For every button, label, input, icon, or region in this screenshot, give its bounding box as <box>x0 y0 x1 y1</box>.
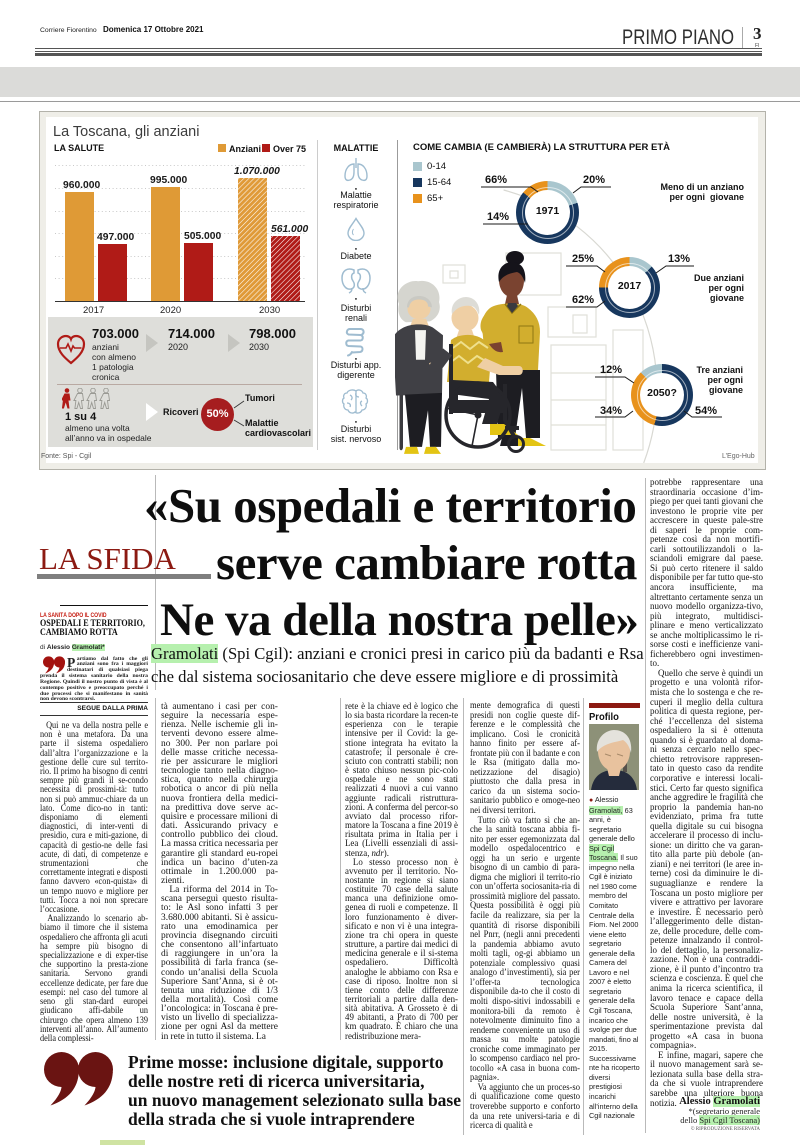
svg-text:2030: 2030 <box>259 305 280 316</box>
svg-text:1.070.000: 1.070.000 <box>234 166 280 177</box>
svg-text:561.000: 561.000 <box>271 224 308 235</box>
svg-text:2020: 2020 <box>160 305 181 316</box>
svg-text:505.000: 505.000 <box>184 231 221 242</box>
svg-text:497.000: 497.000 <box>97 232 134 243</box>
svg-text:960.000: 960.000 <box>63 180 100 191</box>
svg-text:2017: 2017 <box>83 305 104 316</box>
svg-text:995.000: 995.000 <box>150 175 187 186</box>
